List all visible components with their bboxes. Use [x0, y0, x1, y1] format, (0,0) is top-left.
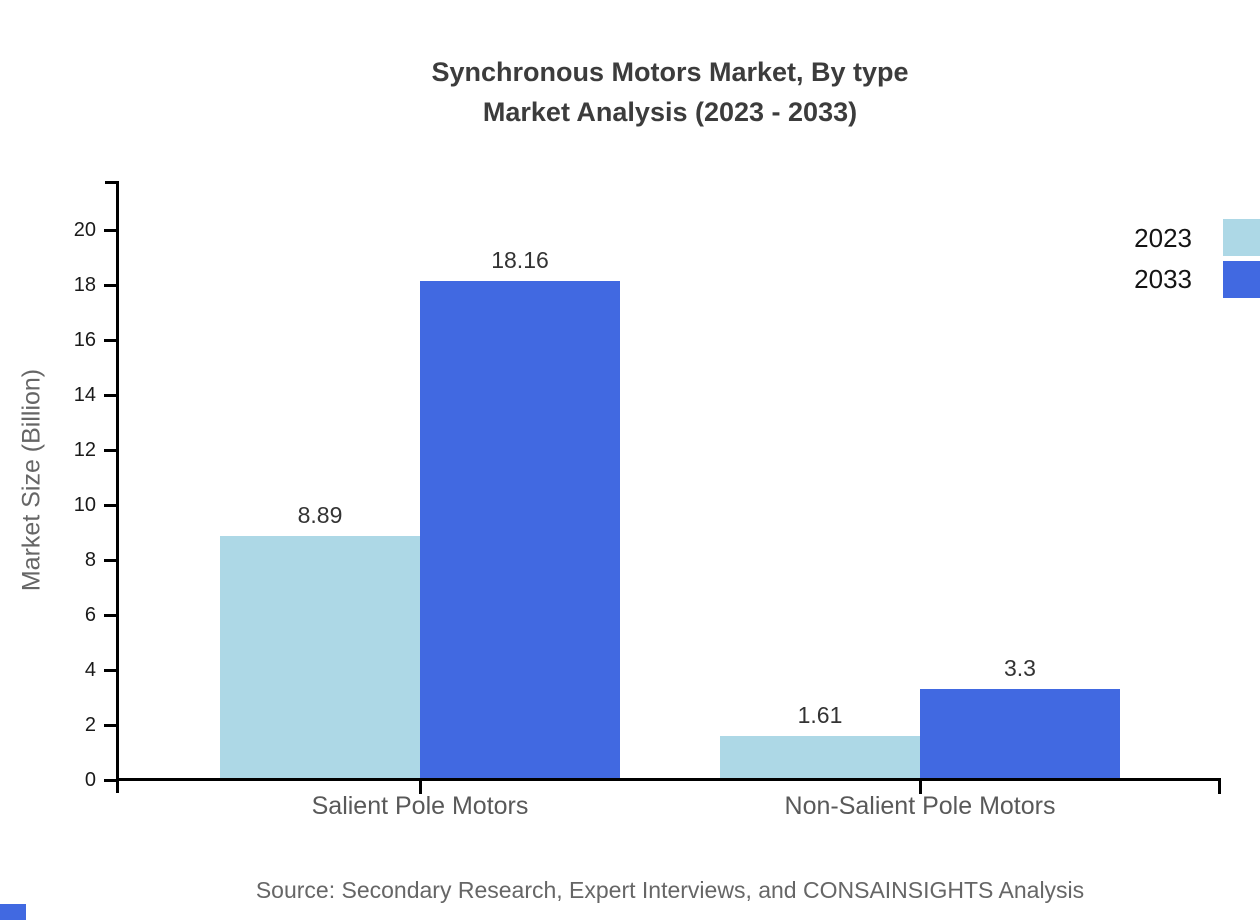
- y-tick: [104, 558, 116, 562]
- legend-label-2023: 2023: [1134, 223, 1192, 253]
- x-tick: [418, 778, 422, 794]
- y-tick-label: 8: [84, 549, 96, 571]
- y-axis-top-cap: [105, 181, 116, 184]
- y-tick-label: 20: [73, 219, 96, 241]
- bar-2033-salient-pole-motors: [420, 280, 620, 780]
- value-label-2033-non-salient-pole-motors: 3.3: [1004, 655, 1036, 682]
- bar-2033-non-salient-pole-motors: [920, 689, 1120, 780]
- chart-title-line1: Synchronous Motors Market, By type: [431, 57, 909, 87]
- y-tick: [104, 503, 116, 507]
- y-tick-label: 10: [73, 494, 96, 516]
- y-tick: [104, 448, 116, 452]
- y-tick-label: 2: [84, 714, 96, 736]
- y-tick-label: 6: [84, 604, 96, 626]
- x-tick: [918, 778, 922, 794]
- legend-swatch-2033: [1223, 261, 1260, 298]
- x-axis-line: [116, 778, 1221, 781]
- brand-corner-mark: [0, 904, 26, 920]
- source-note: Source: Secondary Research, Expert Inter…: [255, 877, 1085, 903]
- y-tick: [104, 338, 116, 342]
- legend-label-2033: 2033: [1134, 264, 1192, 294]
- bar-2023-non-salient-pole-motors: [720, 735, 920, 780]
- y-tick-label: 18: [73, 274, 96, 296]
- x-axis-right-cap: [1218, 778, 1221, 794]
- chart-title: Synchronous Motors Market, By type Marke…: [80, 52, 1260, 132]
- y-tick: [104, 778, 116, 782]
- value-label-2033-salient-pole-motors: 18.16: [491, 246, 549, 273]
- category-label-non-salient-pole-motors: Non-Salient Pole Motors: [784, 792, 1056, 820]
- y-tick: [104, 393, 116, 397]
- y-tick: [104, 283, 116, 287]
- y-tick-label: 0: [84, 769, 96, 791]
- y-tick-label: 14: [73, 384, 96, 406]
- y-tick: [104, 668, 116, 672]
- y-tick-label: 4: [84, 659, 96, 681]
- bar-2023-salient-pole-motors: [220, 535, 420, 780]
- y-tick: [104, 228, 116, 232]
- category-label-salient-pole-motors: Salient Pole Motors: [311, 792, 529, 820]
- y-axis-line: [116, 181, 119, 793]
- legend-swatch-2023: [1223, 219, 1260, 256]
- y-tick: [104, 613, 116, 617]
- y-tick-label: 16: [73, 329, 96, 351]
- chart-title-line2: Market Analysis (2023 - 2033): [482, 97, 858, 127]
- y-tick-label: 12: [73, 439, 96, 461]
- value-label-2023-non-salient-pole-motors: 1.61: [797, 701, 843, 728]
- value-label-2023-salient-pole-motors: 8.89: [297, 501, 343, 528]
- y-tick: [104, 723, 116, 727]
